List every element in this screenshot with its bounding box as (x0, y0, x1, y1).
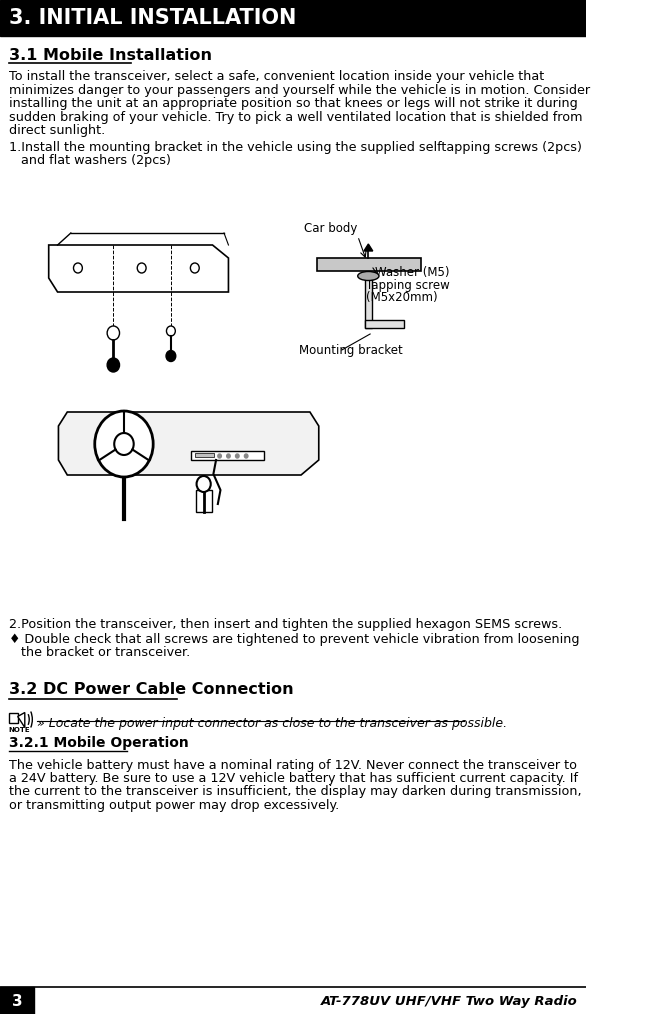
Circle shape (115, 433, 134, 455)
Bar (365, 276, 372, 328)
Text: 3.2.1 Mobile Operation: 3.2.1 Mobile Operation (9, 736, 189, 750)
Text: Car body: Car body (305, 222, 357, 235)
Text: 3.1 Mobile Installation: 3.1 Mobile Installation (9, 48, 212, 63)
Bar (196, 490, 212, 512)
Text: and flat washers (2pcs): and flat washers (2pcs) (9, 154, 171, 167)
Text: a 24V battery. Be sure to use a 12V vehicle battery that has sufficient current : a 24V battery. Be sure to use a 12V vehi… (9, 772, 578, 785)
Circle shape (73, 263, 82, 273)
Circle shape (137, 263, 146, 273)
Text: 3.2 DC Power Cable Connection: 3.2 DC Power Cable Connection (9, 682, 293, 698)
Bar (9, 713, 18, 723)
Polygon shape (364, 244, 373, 251)
Bar (365, 320, 404, 328)
Text: the bracket or transceiver.: the bracket or transceiver. (9, 647, 190, 659)
Text: 2.Position the transceiver, then insert and tighten the supplied hexagon SEMS sc: 2.Position the transceiver, then insert … (9, 618, 562, 631)
Text: ♦ Double check that all screws are tightened to prevent vehicle vibration from l: ♦ Double check that all screws are tight… (9, 633, 579, 646)
Circle shape (218, 454, 221, 458)
Text: minimizes danger to your passengers and yourself while the vehicle is in motion.: minimizes danger to your passengers and … (9, 83, 590, 96)
Text: AT-778UV UHF/VHF Two Way Radio: AT-778UV UHF/VHF Two Way Radio (320, 995, 577, 1008)
Bar (0, 987, 34, 1014)
Circle shape (107, 358, 120, 372)
Text: To install the transceiver, select a safe, convenient location inside your vehic: To install the transceiver, select a saf… (9, 70, 544, 83)
Text: the current to the transceiver is insufficient, the display may darken during tr: the current to the transceiver is insuff… (9, 786, 581, 798)
Circle shape (166, 325, 175, 336)
Bar (195, 453, 214, 457)
Text: The vehicle battery must have a nominal rating of 12V. Never connect the transce: The vehicle battery must have a nominal … (9, 758, 577, 772)
Polygon shape (49, 245, 228, 292)
Text: » Locate the power input connector as close to the transceiver as possible.: » Locate the power input connector as cl… (37, 717, 507, 729)
Text: installing the unit at an appropriate position so that knees or legs will not st: installing the unit at an appropriate po… (9, 97, 578, 110)
Circle shape (244, 454, 248, 458)
Text: 1.Install the mounting bracket in the vehicle using the supplied selftapping scr: 1.Install the mounting bracket in the ve… (9, 141, 582, 153)
Circle shape (236, 454, 239, 458)
Polygon shape (317, 258, 422, 271)
Polygon shape (58, 412, 319, 475)
Text: 3. INITIAL INSTALLATION: 3. INITIAL INSTALLATION (9, 8, 296, 28)
Circle shape (191, 263, 199, 273)
Circle shape (95, 411, 153, 477)
Text: Mounting bracket: Mounting bracket (299, 344, 403, 357)
Circle shape (107, 325, 120, 340)
Circle shape (197, 476, 211, 492)
Bar (0, 0, 586, 37)
Circle shape (226, 454, 230, 458)
Polygon shape (18, 713, 24, 727)
Text: direct sunlight.: direct sunlight. (9, 124, 105, 137)
Bar (191, 451, 264, 460)
Text: (M5x20mm): (M5x20mm) (365, 290, 438, 303)
Text: Washer (M5): Washer (M5) (375, 266, 450, 279)
Text: or transmitting output power may drop excessively.: or transmitting output power may drop ex… (9, 799, 339, 812)
Text: NOTE: NOTE (9, 726, 30, 732)
Circle shape (166, 351, 176, 362)
Text: 3: 3 (11, 994, 22, 1009)
Text: sudden braking of your vehicle. Try to pick a well ventilated location that is s: sudden braking of your vehicle. Try to p… (9, 111, 583, 124)
Ellipse shape (357, 272, 379, 281)
Text: Tapping screw: Tapping screw (365, 279, 449, 291)
